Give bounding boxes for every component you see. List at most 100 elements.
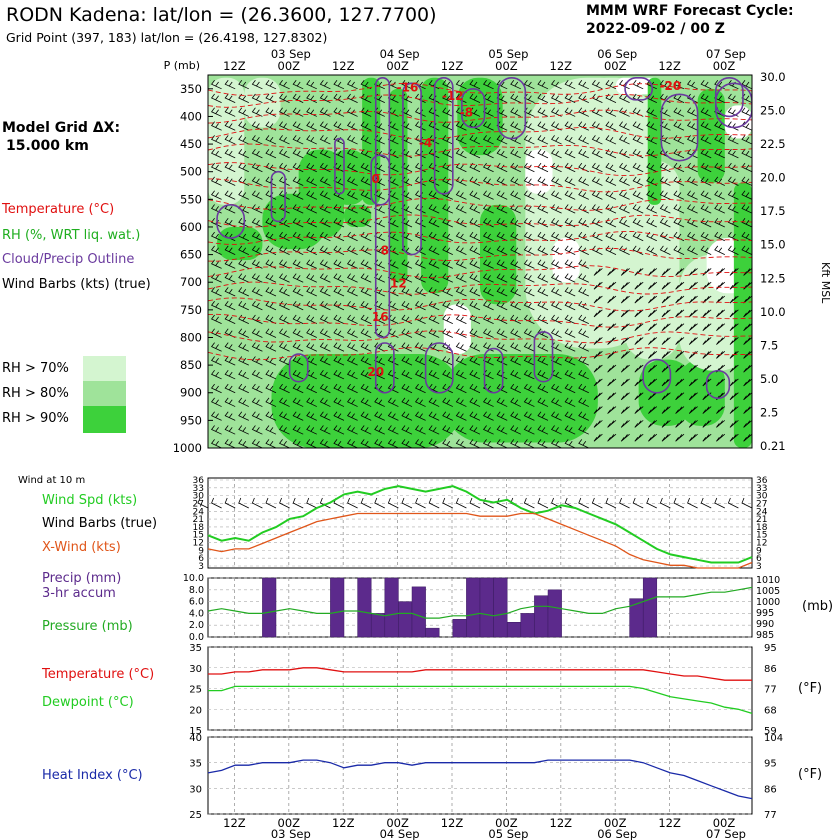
rh-region-19 [525, 77, 662, 349]
wind-barb [749, 447, 752, 448]
wind-barb [360, 300, 372, 311]
wind-barb [591, 107, 603, 117]
wind-barb [700, 148, 712, 159]
wind-tick-right: 15 [756, 531, 767, 541]
wind-barb [306, 231, 317, 242]
wind-barb [306, 370, 317, 380]
wind-barb [210, 273, 222, 283]
wind-barb [224, 218, 236, 228]
wind-barb [346, 93, 358, 103]
wind-barb [648, 350, 658, 359]
surface-wind-barb [319, 497, 331, 509]
wind-barb [265, 135, 277, 145]
wind-barb [482, 383, 494, 394]
wind-barb [537, 121, 549, 131]
label-dewpoint: Dewpoint (°C) [42, 695, 134, 710]
wind-barb [686, 190, 698, 200]
wind-barb [469, 79, 481, 90]
wind-barb [510, 245, 521, 255]
temp-f-tick: 95 [764, 643, 777, 654]
wind-barb [741, 121, 752, 131]
wind-barb [727, 204, 739, 214]
wind-barb [292, 287, 304, 297]
wind-barb [537, 176, 549, 186]
wind-barb [224, 328, 236, 338]
wind-barb [686, 135, 698, 145]
wind-barb [208, 88, 209, 89]
wind-barb [292, 231, 304, 242]
wind-barb [729, 295, 739, 304]
wind-barb [702, 323, 712, 332]
wind-barb [414, 204, 426, 214]
precip-bar [506, 622, 522, 638]
heat-f-tick: 77 [764, 810, 777, 821]
wind-barb [482, 300, 494, 311]
wind-barb [564, 328, 576, 338]
wind-barb [578, 328, 589, 338]
wind-barb [482, 162, 494, 173]
wind-barb [346, 162, 358, 173]
isotherm-line [208, 230, 752, 245]
wind-barb [224, 287, 236, 297]
wind-barb [208, 116, 209, 117]
wind-barb [578, 162, 589, 173]
wind-barb [686, 162, 698, 173]
wind-barb [292, 176, 304, 186]
wind-barb [482, 245, 494, 255]
wind-barb [401, 231, 413, 242]
wind-barb [708, 447, 712, 448]
wind-barb [496, 328, 508, 338]
wind-barb [251, 370, 263, 380]
wind-barb [319, 287, 331, 297]
wind-barb [428, 204, 440, 214]
wind-barb [613, 447, 616, 448]
wind-barb [292, 245, 304, 255]
wind-barb [727, 176, 739, 186]
pressure-line [207, 586, 753, 619]
precip-bar [370, 613, 386, 638]
wind-barb [607, 364, 617, 373]
wind-barb [442, 190, 453, 200]
wind-barb [646, 121, 657, 131]
wind-barb [659, 190, 671, 200]
wind-barb [319, 300, 331, 311]
wind-barb [333, 79, 345, 90]
wind-barb [634, 295, 644, 304]
wind-barb [428, 397, 440, 407]
wind-barb [238, 370, 249, 380]
wind-barb [743, 350, 752, 359]
wind-barb [523, 93, 535, 103]
wind-barb [537, 190, 549, 200]
wind-barb [607, 295, 617, 304]
wind-barb [702, 420, 712, 428]
wind-barb [550, 342, 562, 352]
wind-barb [224, 273, 236, 283]
wind-barb [659, 204, 671, 214]
wind-barb [591, 218, 603, 228]
wind-barb [469, 190, 481, 200]
wind-barb [455, 218, 467, 228]
wind-barb [564, 121, 576, 131]
wind-barb [673, 148, 685, 159]
wind-barb [265, 259, 277, 269]
wind-barb [210, 300, 222, 311]
wind-barb [387, 411, 399, 421]
wind-barb [482, 176, 494, 186]
wind-barb [333, 411, 345, 421]
wind-barb [428, 231, 440, 242]
wind-barb [265, 107, 277, 117]
wind-barb [210, 162, 222, 173]
wind-barb [333, 356, 345, 366]
legend-rh70-swatch [83, 356, 126, 381]
wind-barb [646, 148, 657, 159]
wind-barb [646, 176, 657, 186]
wind-barb [414, 425, 426, 435]
top-day-label: 06 Sep [597, 47, 637, 61]
legend-rh80-swatch [83, 381, 126, 406]
pressure-tick-label: 350 [180, 82, 202, 96]
wind-barb [387, 107, 399, 117]
wind-barb [238, 121, 249, 131]
wind-barb [741, 218, 752, 228]
top-time-tick: 00Z [386, 59, 409, 73]
